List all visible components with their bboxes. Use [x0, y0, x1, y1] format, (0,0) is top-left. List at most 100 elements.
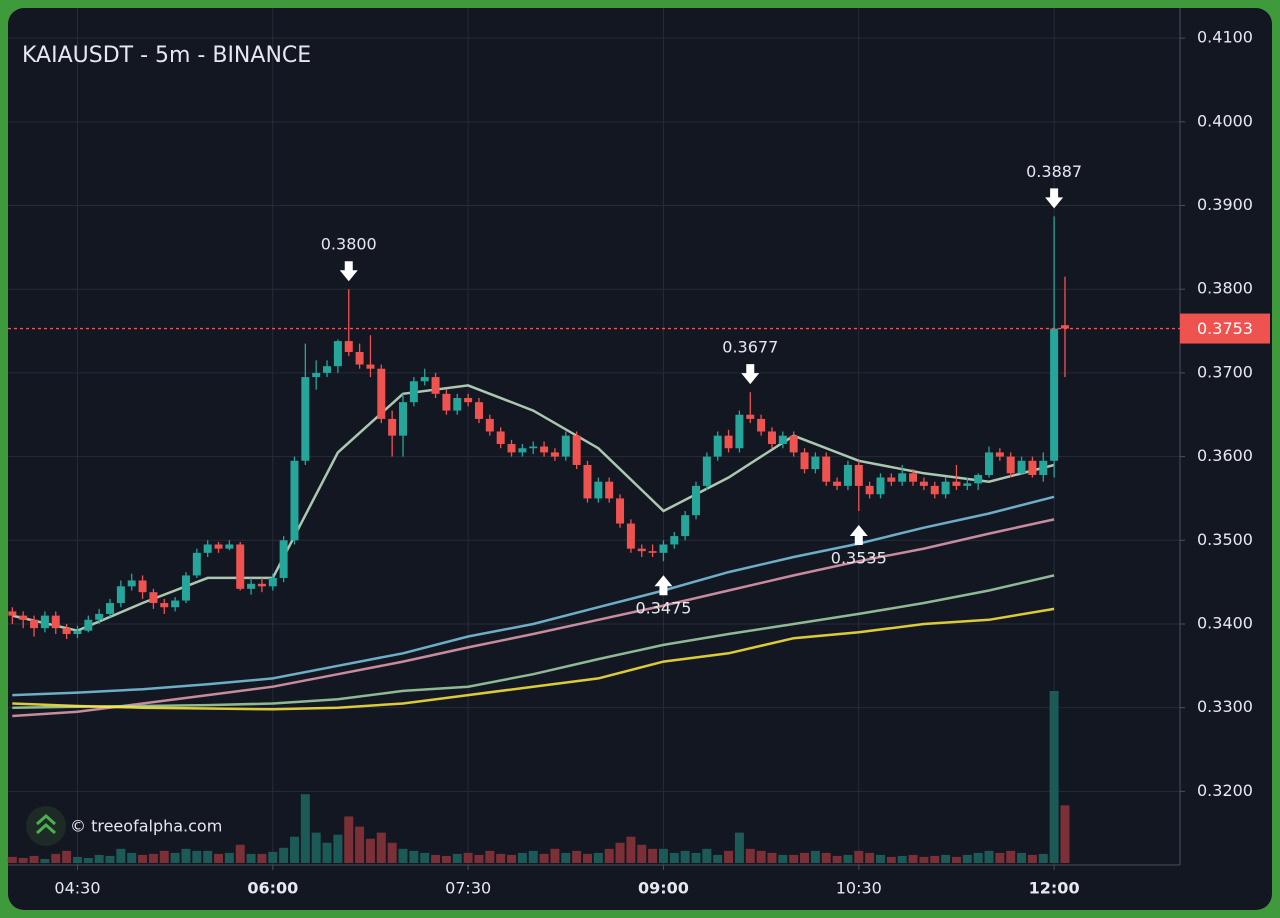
plot-area [7, 8, 1180, 865]
volume-bar [203, 850, 213, 863]
candle-body [203, 544, 212, 553]
candle-body [746, 414, 755, 419]
candle-body [876, 477, 885, 495]
candle-body [507, 444, 516, 453]
candle-body [453, 398, 462, 411]
candle-body [1050, 328, 1059, 461]
volume-bar [83, 857, 93, 863]
volume-bar [669, 852, 679, 863]
volume-bar [626, 836, 636, 863]
candle-body [160, 603, 169, 608]
volume-bar [745, 848, 755, 863]
volume-bar [1038, 853, 1048, 863]
candle-body [800, 452, 809, 470]
candle-body [247, 583, 256, 589]
volume-bar [865, 852, 875, 863]
volume-bar [561, 852, 571, 863]
candle-body [952, 481, 961, 486]
candle-body [51, 615, 60, 629]
moving-average [12, 495, 1055, 697]
volume-bar [593, 852, 603, 863]
volume-bar [159, 850, 169, 863]
volume-bar [919, 856, 929, 863]
candle-body [214, 544, 223, 549]
candle-body [735, 414, 744, 449]
volume-bar [398, 848, 408, 863]
volume-bar [116, 848, 126, 863]
candle-body [149, 592, 158, 604]
y-tick-label: 0.3900 [1197, 195, 1253, 214]
volume-bar [832, 855, 842, 863]
candle-body [279, 540, 288, 578]
annotation-arrow [741, 364, 760, 385]
volume-bar [224, 852, 234, 863]
x-tick-label: 10:30 [836, 879, 882, 898]
volume-bar [463, 852, 473, 863]
y-tick-label: 0.3500 [1197, 530, 1253, 549]
candle-body [778, 435, 787, 445]
candle-body [290, 460, 299, 541]
candle-body [1060, 325, 1069, 329]
candle-body [540, 446, 549, 453]
annotation-arrow [654, 575, 673, 596]
watermark: © treeofalpha.com [70, 817, 222, 836]
candle-body [822, 456, 831, 482]
volume-bar [637, 844, 647, 863]
volume-bar [105, 855, 115, 863]
candle-body [843, 464, 852, 486]
volume-bar [713, 854, 723, 863]
candle-body [409, 381, 418, 403]
volume-bar [658, 848, 668, 863]
volume-bar [192, 850, 202, 863]
volume-bar [724, 850, 734, 863]
volume-bar [941, 854, 951, 863]
volume-bar [930, 855, 940, 863]
volume-bar [300, 794, 310, 863]
candle-body [724, 435, 733, 449]
volume-bar [257, 853, 267, 863]
volume-bar [322, 842, 332, 863]
volume-bar [344, 816, 354, 863]
candle-body [681, 515, 690, 537]
candle-body [73, 630, 82, 635]
volume-bar [1017, 852, 1027, 863]
candle-body [930, 485, 939, 495]
candle-body [1028, 460, 1037, 475]
volume-bar [995, 852, 1005, 863]
candle-body [355, 351, 364, 365]
y-tick-label: 0.3300 [1197, 697, 1253, 716]
volume-bar [1006, 850, 1016, 863]
volume-bar [973, 852, 983, 863]
volume-bar [409, 850, 419, 863]
candle-body [963, 483, 972, 486]
candle-body [399, 402, 408, 436]
candle-body [312, 372, 321, 378]
volume-bar [767, 852, 777, 863]
volume-bar [800, 852, 810, 863]
volume-bar [789, 854, 799, 863]
x-tick-label: 07:30 [445, 879, 491, 898]
volume-bar [702, 848, 712, 863]
volume-bar [376, 832, 386, 863]
volume-bar [951, 856, 961, 863]
volume-bar [908, 854, 918, 863]
candle-body [550, 452, 559, 457]
volume-bar [1049, 691, 1059, 863]
candle-body [616, 498, 625, 524]
volume-bar [40, 858, 50, 863]
candle-body [637, 548, 646, 552]
candle-body [670, 536, 679, 545]
volume-bar [7, 856, 17, 863]
volume-bar [51, 853, 61, 863]
x-tick-label: 06:00 [247, 879, 298, 898]
candle-body [572, 435, 581, 465]
candle-body [323, 366, 332, 373]
volume-bar [62, 850, 72, 863]
y-tick-label: 0.4000 [1197, 111, 1253, 130]
candle-body [561, 435, 570, 457]
volume-bar [441, 855, 451, 863]
volume-bar [420, 852, 430, 863]
candle-body [594, 481, 603, 499]
volume-bar [539, 853, 549, 863]
volume-bar [387, 842, 397, 863]
